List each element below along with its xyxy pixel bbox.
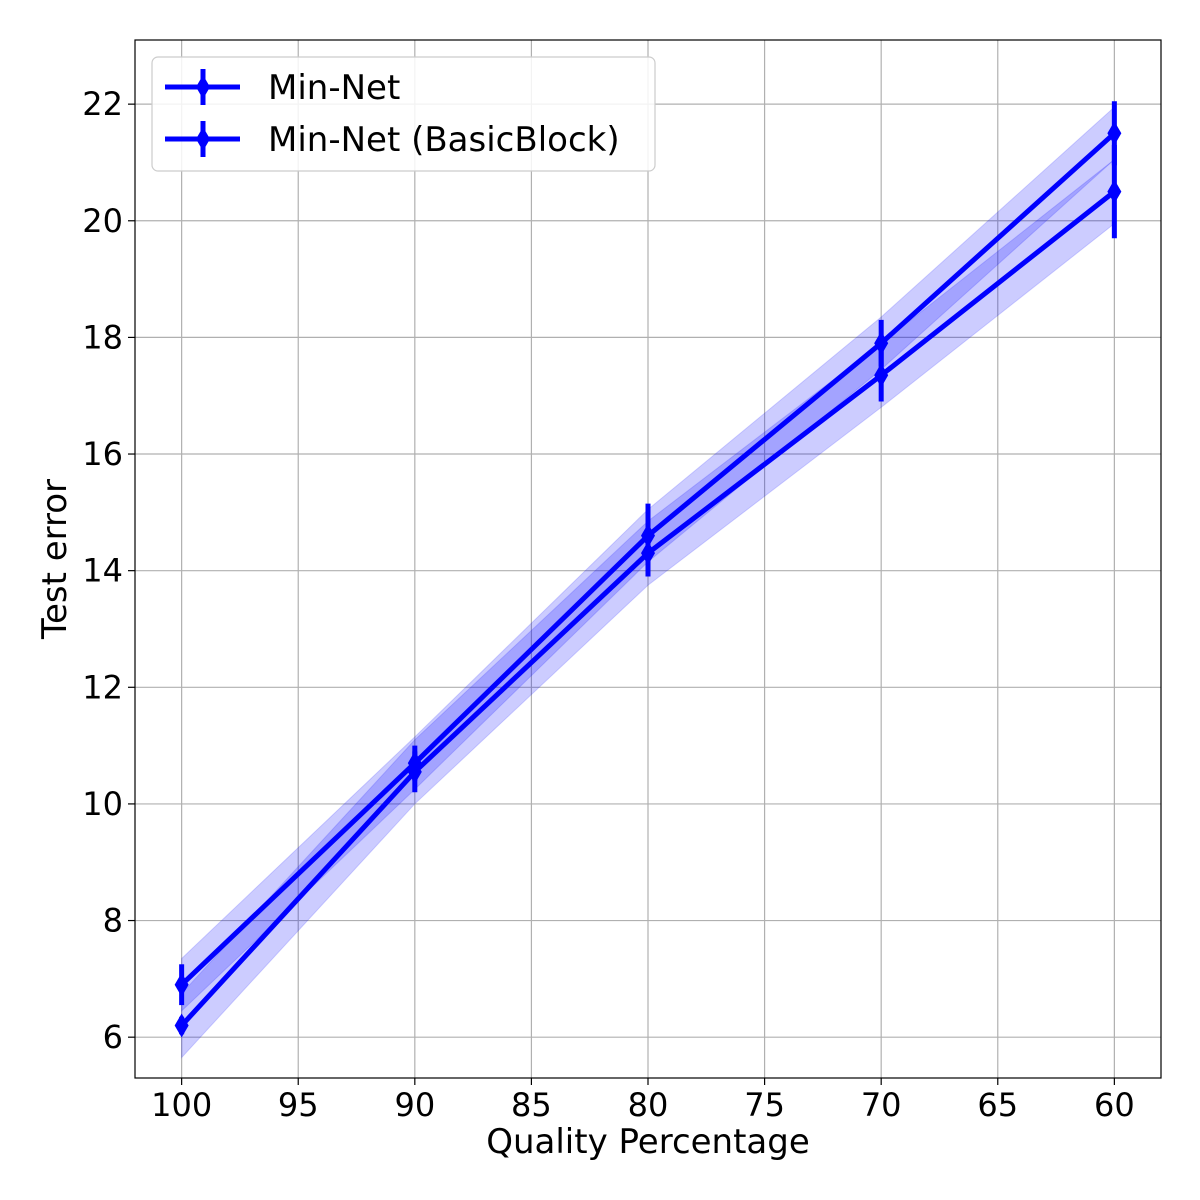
- x-tick-label: 75: [744, 1086, 785, 1124]
- data-point: [174, 972, 189, 997]
- y-axis-label: Test error: [35, 479, 75, 640]
- y-tick-label: 10: [82, 785, 123, 823]
- y-tick-label: 16: [82, 435, 123, 473]
- data-point: [874, 331, 889, 356]
- y-tick-label: 12: [82, 668, 123, 706]
- x-tick-label: 90: [394, 1086, 435, 1124]
- x-tick-label: 85: [511, 1086, 552, 1124]
- x-tick-label: 60: [1094, 1086, 1135, 1124]
- x-axis-ticks: 100 95 90 85 80 75 70 65 60: [151, 1078, 1135, 1124]
- y-tick-label: 18: [82, 318, 123, 356]
- y-axis-ticks: 6 8 10 12 14 16 18 20 22: [82, 85, 135, 1056]
- data-point: [407, 759, 422, 784]
- data-point: [1107, 179, 1122, 204]
- legend-marker: [196, 75, 210, 99]
- legend-marker: [196, 127, 210, 151]
- data-point: [174, 1013, 189, 1038]
- x-axis-label: Quality Percentage: [486, 1122, 810, 1162]
- y-tick-label: 20: [82, 202, 123, 240]
- data-point: [641, 541, 655, 566]
- x-tick-label: 70: [861, 1086, 902, 1124]
- x-tick-label: 100: [151, 1086, 212, 1124]
- data-point: [874, 363, 889, 388]
- series-lines: [174, 101, 1122, 1038]
- legend-box: [151, 56, 656, 172]
- legend-label: Min-Net: [268, 68, 400, 108]
- y-tick-label: 6: [103, 1018, 123, 1056]
- legend: Min-Net Min-Net (BasicBlock): [151, 56, 656, 172]
- x-tick-label: 80: [628, 1086, 669, 1124]
- y-tick-label: 22: [82, 85, 123, 123]
- legend-label: Min-Net (BasicBlock): [268, 120, 620, 160]
- x-tick-label: 65: [977, 1086, 1018, 1124]
- y-tick-label: 14: [82, 552, 123, 590]
- data-point: [1107, 121, 1122, 146]
- y-tick-label: 8: [103, 902, 123, 940]
- x-tick-label: 95: [278, 1086, 319, 1124]
